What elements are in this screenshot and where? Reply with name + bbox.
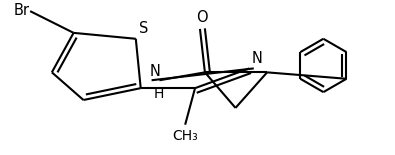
Text: H: H	[153, 87, 164, 101]
Text: S: S	[139, 21, 148, 36]
Text: CH₃: CH₃	[172, 129, 198, 143]
Text: O: O	[196, 10, 208, 25]
Text: N: N	[251, 51, 262, 66]
Text: N: N	[150, 64, 161, 79]
Text: Br: Br	[13, 3, 29, 18]
